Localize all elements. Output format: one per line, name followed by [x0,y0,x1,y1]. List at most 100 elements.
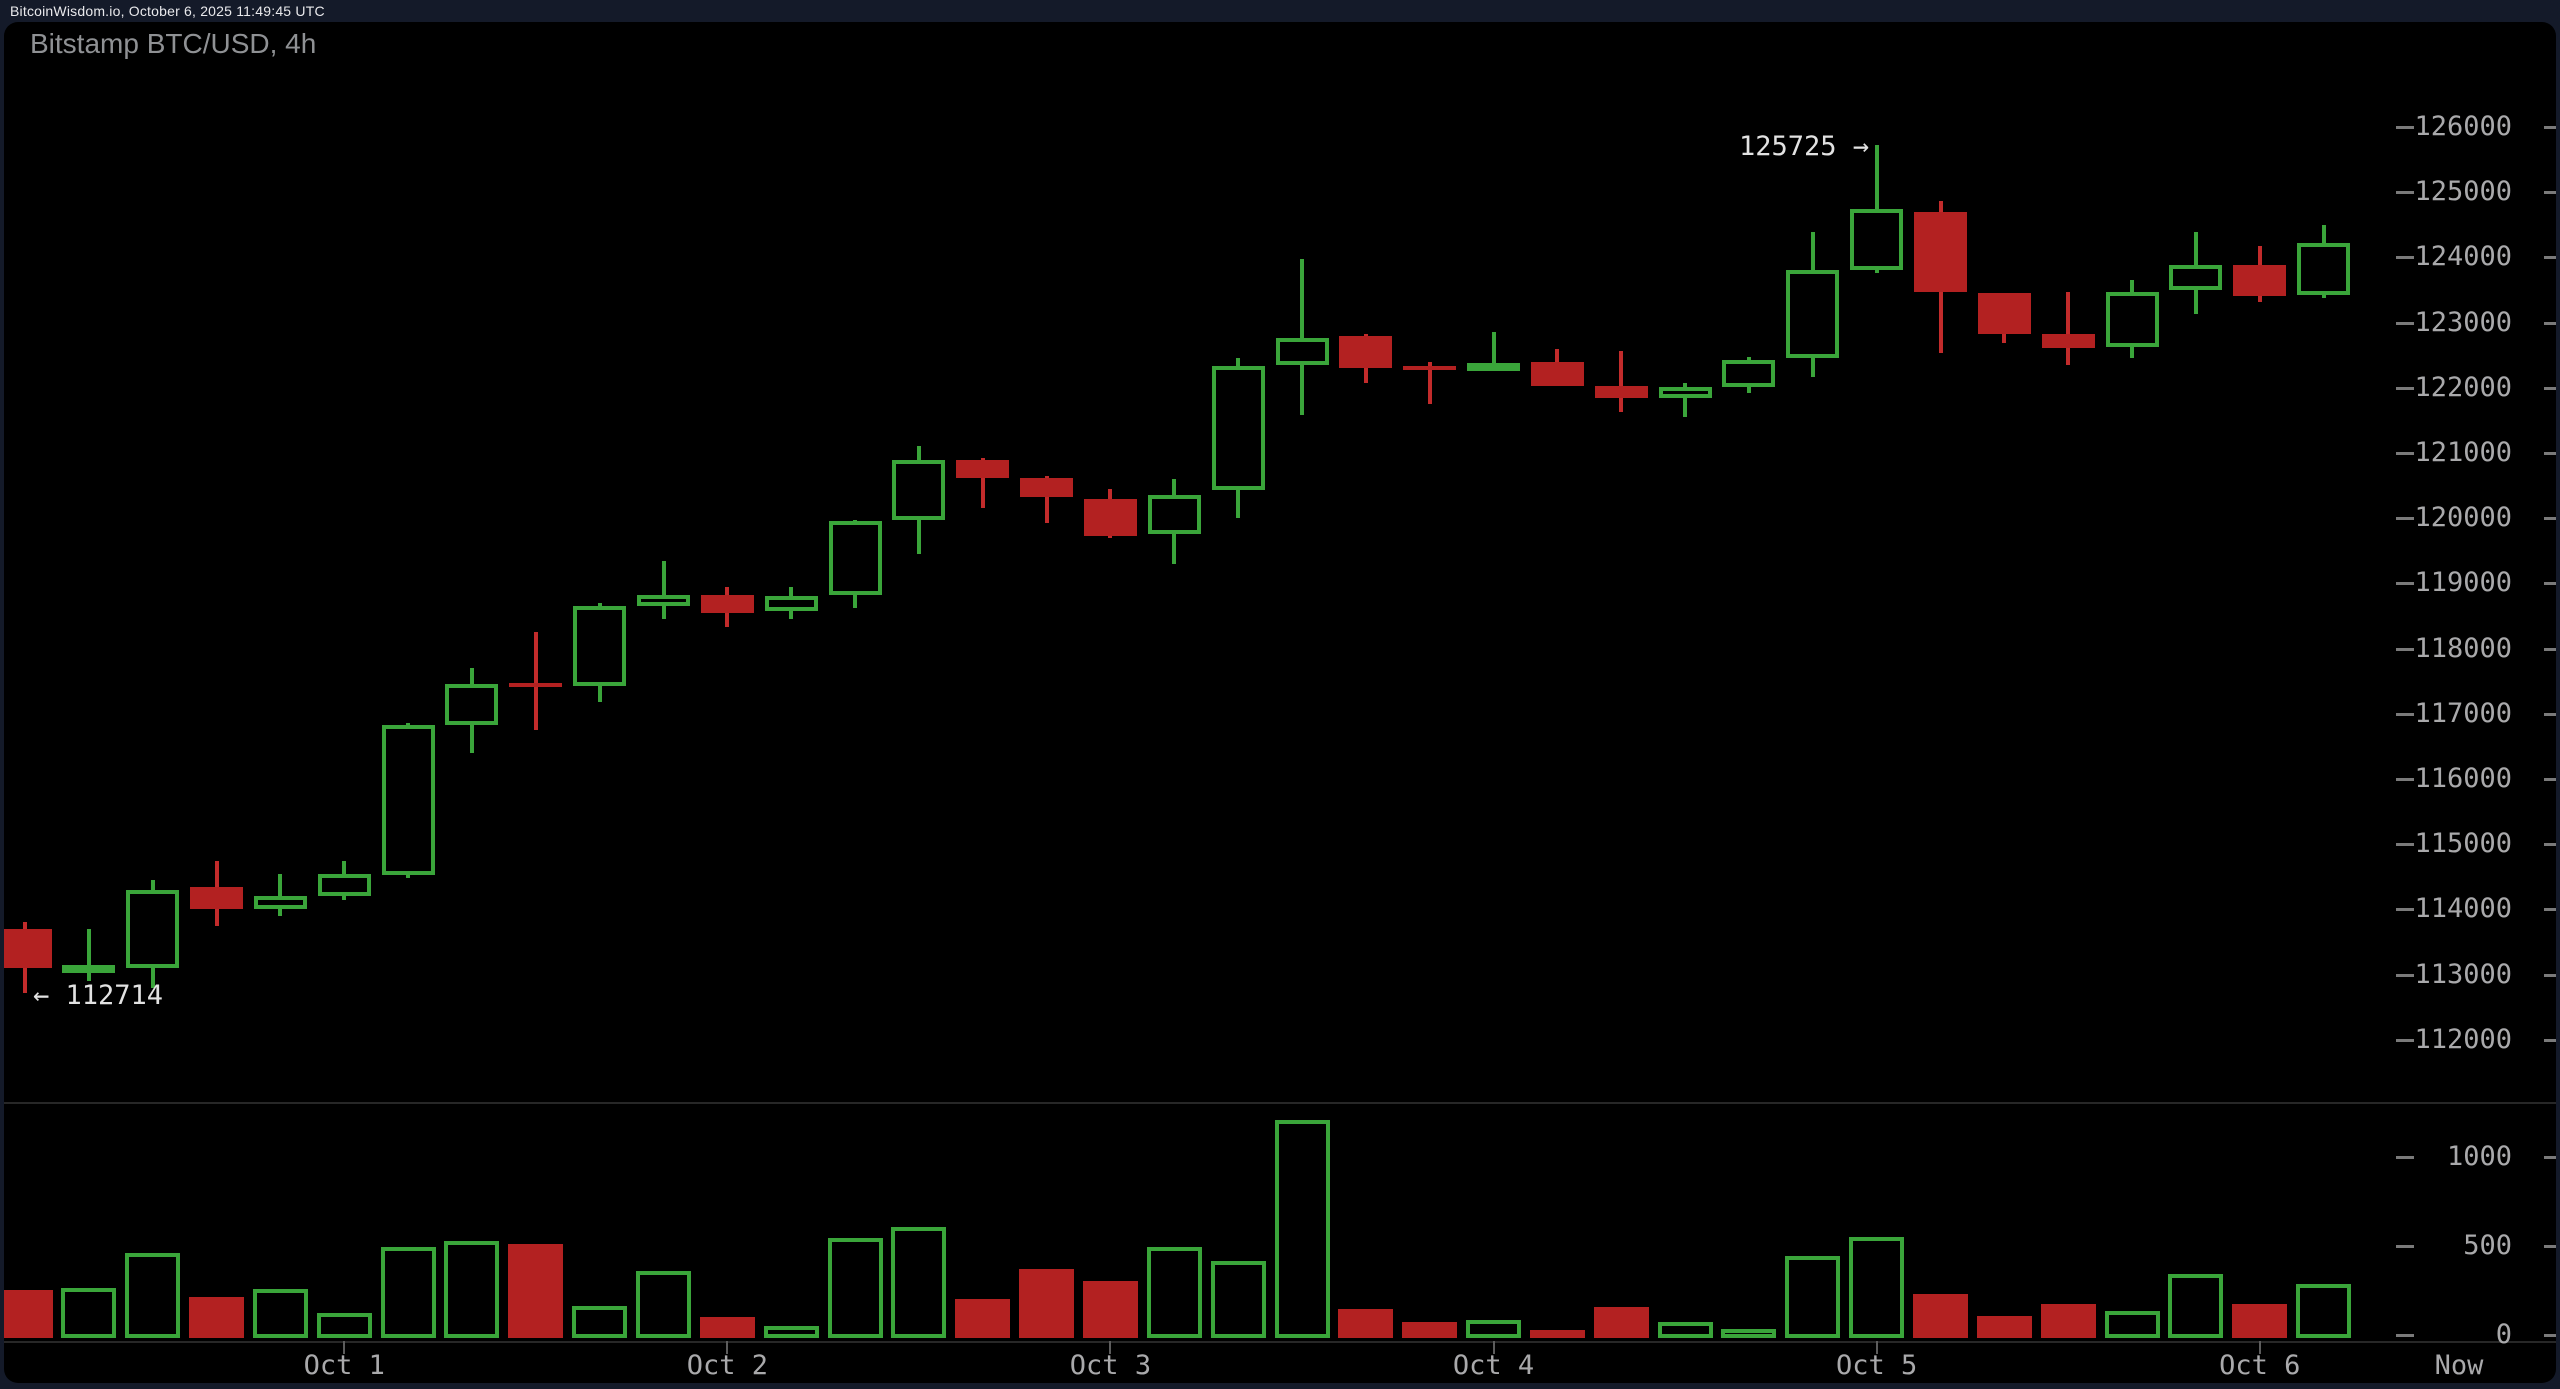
volume-bar [1210,1260,1266,1338]
price-tick-dash [2544,321,2556,325]
volume-bar [1849,1237,1905,1338]
volume-tick-dash [2544,1245,2556,1248]
chart-panel: Bitstamp BTC/USD, 4h 126000 125000 124000 1… [4,22,2556,1383]
volume-tick-label: 500 [2463,1230,2512,1261]
volume-bar [1721,1329,1777,1338]
price-tick-label: 116000 [2414,763,2512,794]
candle-wick [533,632,538,731]
candle-body [62,964,116,973]
volume-tick-dash [2396,1245,2414,1248]
price-tick-dash [2544,582,2556,586]
candle-body [1786,270,1840,358]
candle-body [1339,335,1393,369]
price-tick-label: 113000 [2414,958,2512,990]
volume-bar [2168,1273,2224,1338]
volume-bar [1019,1268,1075,1338]
now-label: Now [2434,1350,2484,1381]
candle-body [190,886,244,910]
volume-bar [1657,1321,1713,1338]
price-tick-dash [2544,843,2556,847]
volume-bar [252,1289,308,1338]
price-tick-label: 125000 [2414,176,2512,208]
price-tick-dash [2396,321,2414,325]
marked-high-annotation: 125725 → [1738,131,1869,162]
volume-bar [1593,1306,1649,1338]
chart-canvas[interactable]: Bitstamp BTC/USD, 4h 126000 125000 124000 1… [4,22,2556,1383]
candle-body [253,896,307,910]
price-tick-dash [2544,712,2556,716]
volume-bar [1976,1315,2032,1338]
candle-body [637,595,690,607]
volume-bar [699,1316,755,1338]
candle-wick [980,458,985,509]
price-tick-dash [2396,712,2414,716]
price-tick-label: 112000 [2414,1023,2512,1055]
volume-bar [61,1288,117,1338]
price-tick-label: 126000 [2414,111,2512,142]
price-tick-dash [2544,908,2556,912]
chart-title: Bitstamp BTC/USD, 4h [30,28,317,59]
price-tick-dash [2396,191,2414,195]
price-tick-label: 124000 [2414,241,2512,273]
candle-body [1850,209,1904,271]
price-tick-label: 122000 [2414,371,2512,403]
candle-wick [1044,475,1049,524]
price-tick-dash [2396,908,2414,912]
volume-bar [1529,1329,1585,1338]
volume-bar [1913,1293,1968,1338]
candle-wick [2066,291,2071,365]
volume-bar [444,1240,500,1338]
volume-bar [827,1238,883,1338]
date-label: Oct 6 [2219,1350,2301,1381]
day-tick [1875,1341,1878,1354]
candle-body [1275,337,1329,365]
price-tick-dash [2544,191,2556,195]
date-label: Oct 5 [1836,1350,1918,1381]
candle-body [1147,494,1201,535]
volume-bar [2040,1304,2096,1338]
date-label: Oct 4 [1452,1350,1535,1381]
day-tick [343,1341,346,1354]
candle-body [764,596,818,612]
date-label: Oct 1 [303,1350,385,1381]
volume-bar [763,1325,819,1338]
volume-tick-label: 1000 [2446,1141,2512,1172]
volume-tick-dash [2396,1334,2414,1337]
volume-bar [2296,1283,2352,1338]
candle-body [126,889,180,969]
candle-body [700,595,754,613]
candle-body [2041,333,2095,349]
candle-wick [1300,259,1304,416]
candle-body [2297,243,2351,295]
candle-wick [86,928,91,982]
price-tick-dash [2396,843,2414,847]
price-tick-label: 117000 [2414,697,2512,729]
volume-bar [1402,1321,1458,1338]
price-tick-dash [2396,778,2414,781]
volume-bar [508,1243,564,1338]
candle-wick [661,560,666,620]
candle-body [828,521,882,596]
volume-tick-dash [2396,1156,2414,1159]
price-tick-label: 123000 [2414,306,2512,338]
price-tick-label: 120000 [2414,502,2512,534]
volume-bar [1082,1281,1138,1338]
volume-tick-dash [2544,1334,2556,1337]
price-tick-dash [2544,517,2556,521]
volume-bar [2232,1304,2288,1338]
price-tick-dash [2544,778,2556,781]
volume-tick-label: 0 [2495,1319,2512,1350]
marked-low-annotation: ← 112714 [33,980,164,1011]
candle-body [1467,363,1521,372]
candle-body [892,460,946,520]
day-tick [1109,1341,1112,1354]
volume-bar [572,1305,628,1338]
candle-body [1658,386,1712,398]
price-tick-dash [2396,126,2414,129]
price-tick-dash [2396,582,2414,586]
candle-wick [278,873,283,916]
volume-bar [380,1247,436,1338]
price-tick-dash [2544,452,2556,455]
price-tick-label: 114000 [2414,893,2512,925]
